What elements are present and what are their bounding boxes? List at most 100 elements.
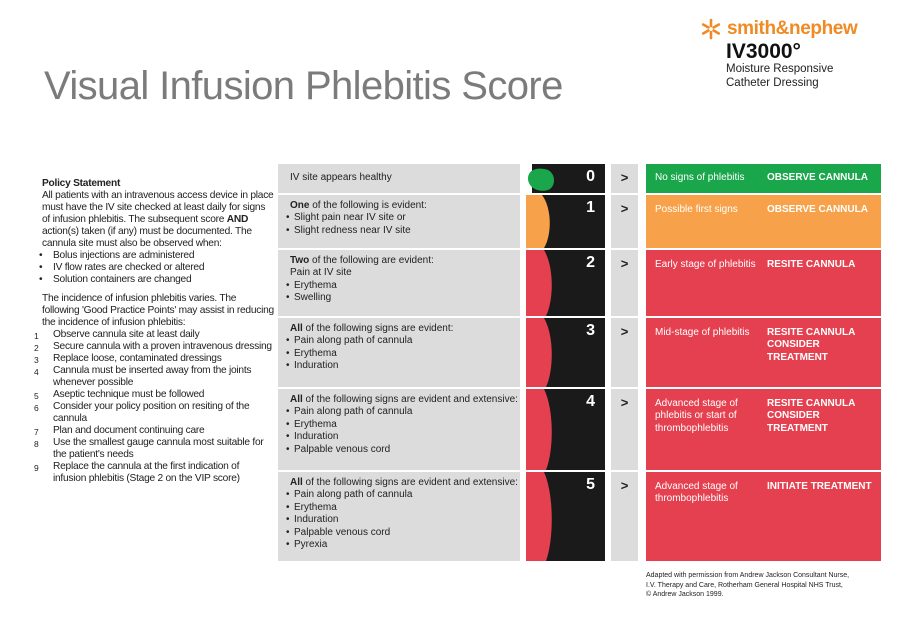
good-practice-point: 1 Observe cannula site at least daily xyxy=(34,329,200,341)
phlebitis-shape xyxy=(526,250,552,316)
product-tagline-2: Catheter Dressing xyxy=(726,77,819,89)
credit-note: Adapted with permission from Andrew Jack… xyxy=(646,572,850,598)
sign-item: Pyrexia xyxy=(286,539,520,552)
arrow-icon: > xyxy=(611,318,638,387)
arrow-icon: > xyxy=(611,164,638,193)
site-appearance-icon xyxy=(526,195,550,248)
site-appearance-icon xyxy=(526,250,552,316)
score-2-indicator: 2 xyxy=(526,250,605,316)
score-3-result: Mid-stage of phlebitis RESITE CANNULA CON… xyxy=(646,318,881,387)
arrow-icon: > xyxy=(611,195,638,248)
sign-item: Erythema xyxy=(286,419,520,432)
signs-lead: IV site appears healthy xyxy=(290,172,392,183)
result-action: RESITE CANNULA CONSIDER TREATMENT xyxy=(767,398,855,434)
phlebitis-shape xyxy=(526,389,552,470)
result-description: Mid-stage of phlebitis xyxy=(655,327,750,338)
policy-when-item: Bolus injections are administered xyxy=(39,250,274,262)
sign-item: Pain along path of cannula xyxy=(286,335,520,348)
result-description: No signs of phlebitis xyxy=(655,172,745,183)
policy-when-item: Solution containers are changed xyxy=(39,274,274,286)
result-description: Advanced stage of thrombophlebitis xyxy=(655,481,738,505)
arrow-icon: > xyxy=(611,472,638,561)
signs-lead: One of the following is evident: xyxy=(290,200,427,211)
brand-logo: smith&nephew IV3000° Moisture Responsive… xyxy=(700,18,900,90)
arrow-icon: > xyxy=(611,250,638,316)
score-number: 5 xyxy=(586,476,595,493)
result-description: Early stage of phlebitis xyxy=(655,259,756,270)
sign-item: Palpable venous cord xyxy=(286,444,520,457)
result-action: RESITE CANNULA CONSIDER TREATMENT xyxy=(767,327,855,363)
sign-item: Induration xyxy=(286,431,520,444)
brand-name: smith&nephew xyxy=(727,18,858,39)
phlebitis-shape xyxy=(526,318,552,387)
score-0-signs: IV site appears healthy xyxy=(278,164,520,193)
result-action: INITIATE TREATMENT xyxy=(767,481,872,492)
sign-item: Slight redness near IV site xyxy=(286,225,520,238)
sign-item: Pain along path of cannula xyxy=(286,489,520,502)
policy-when-list: Bolus injections are administeredIV flow… xyxy=(39,250,274,286)
signs-lead: All of the following signs are evident a… xyxy=(290,477,518,488)
score-5-signs: All of the following signs are evident a… xyxy=(278,472,520,561)
site-appearance-icon xyxy=(526,389,552,470)
score-number: 0 xyxy=(586,168,595,185)
score-number: 3 xyxy=(586,322,595,339)
result-description: Advanced stage of phlebitis or start of … xyxy=(655,398,738,434)
score-1-indicator: 1 xyxy=(526,195,605,248)
phlebitis-shape xyxy=(526,195,550,248)
good-practice-point: 9 Replace the cannula at the first indica… xyxy=(34,461,240,484)
good-practice-points: 1 Observe cannula site at least daily 2 Sec… xyxy=(34,329,274,485)
site-appearance-icon xyxy=(526,472,552,561)
policy-incidence: The incidence of infusion phlebitis vari… xyxy=(42,293,274,328)
sign-item: Induration xyxy=(286,514,520,527)
page-title: Visual Infusion Phlebitis Score xyxy=(44,64,563,108)
score-0-indicator: 0 xyxy=(526,164,605,193)
score-number: 2 xyxy=(586,254,595,271)
phlebitis-shape xyxy=(526,472,552,561)
good-practice-point: 6 Consider your policy position on resiti… xyxy=(34,401,250,424)
score-1-result: Possible first signs OBSERVE CANNULA xyxy=(646,195,881,248)
result-action: RESITE CANNULA xyxy=(767,259,856,270)
good-practice-point: 7 Plan and document continuing care xyxy=(34,425,205,437)
signs-lead: Two of the following are evident: xyxy=(290,255,434,266)
policy-heading: Policy Statement xyxy=(42,178,121,189)
sign-item: Swelling xyxy=(286,292,520,305)
score-4-signs: All of the following signs are evident a… xyxy=(278,389,520,470)
score-1-signs: One of the following is evident:Slight p… xyxy=(278,195,520,248)
signs-lead: All of the following signs are evident: xyxy=(290,323,454,334)
score-number: 4 xyxy=(586,393,595,410)
score-3-indicator: 3 xyxy=(526,318,605,387)
policy-intro: All patients with an intravenous access … xyxy=(42,190,274,249)
sign-item: Erythema xyxy=(286,502,520,515)
signs-subline: Pain at IV site xyxy=(290,267,352,279)
smith-nephew-star-icon xyxy=(701,18,721,40)
phlebitis-shape xyxy=(528,168,554,191)
score-3-signs: All of the following signs are evident:P… xyxy=(278,318,520,387)
site-appearance-icon xyxy=(526,164,554,193)
result-action: OBSERVE CANNULA xyxy=(767,204,868,215)
score-2-result: Early stage of phlebitis RESITE CANNULA xyxy=(646,250,881,316)
sign-item: Pain along path of cannula xyxy=(286,406,520,419)
arrow-icon: > xyxy=(611,389,638,470)
good-practice-point: 8 Use the smallest gauge cannula most sui… xyxy=(34,437,264,460)
product-tagline-1: Moisture Responsive xyxy=(726,63,834,75)
good-practice-point: 3 Replace loose, contaminated dressings xyxy=(34,353,222,365)
score-4-indicator: 4 xyxy=(526,389,605,470)
score-4-result: Advanced stage of phlebitis or start of … xyxy=(646,389,881,470)
site-appearance-icon xyxy=(526,318,552,387)
sign-item: Erythema xyxy=(286,280,520,293)
policy-statement: Policy Statement All patients with an in… xyxy=(34,178,274,485)
result-description: Possible first signs xyxy=(655,204,738,215)
score-0-result: No signs of phlebitis OBSERVE CANNULA xyxy=(646,164,881,193)
sign-item: Palpable venous cord xyxy=(286,527,520,540)
score-5-indicator: 5 xyxy=(526,472,605,561)
score-5-result: Advanced stage of thrombophlebitis INITIA… xyxy=(646,472,881,561)
sign-item: Induration xyxy=(286,360,520,373)
good-practice-point: 5 Aseptic technique must be followed xyxy=(34,389,205,401)
product-name: IV3000° xyxy=(726,40,801,63)
sign-item: Slight pain near IV site or xyxy=(286,212,520,225)
sign-item: Erythema xyxy=(286,348,520,361)
signs-lead: All of the following signs are evident a… xyxy=(290,394,518,405)
good-practice-point: 2 Secure cannula with a proven intravenou… xyxy=(34,341,272,353)
result-action: OBSERVE CANNULA xyxy=(767,172,868,183)
policy-when-item: IV flow rates are checked or altered xyxy=(39,262,274,274)
